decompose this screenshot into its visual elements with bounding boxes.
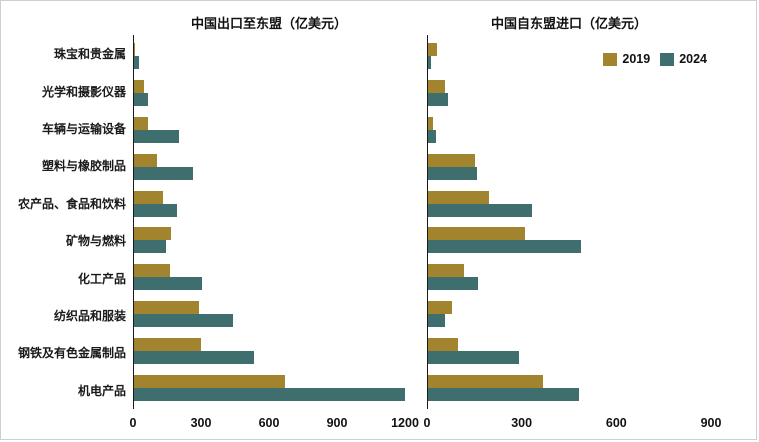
bar-2019: [428, 80, 446, 94]
category-row: [428, 112, 711, 149]
x-tick-label: 600: [258, 416, 280, 430]
x-tick-label: 300: [511, 416, 533, 430]
legend: 2019 2024: [601, 51, 709, 67]
category-row: [134, 38, 405, 75]
category-row: [134, 296, 405, 333]
legend-label: 2019: [622, 52, 651, 66]
panel-imports: 中国自东盟进口（亿美元） 2019 2024 0 300 600 900: [423, 9, 722, 437]
bar-2019: [428, 190, 490, 204]
bar-2019: [428, 43, 438, 57]
x-tick-label: 600: [605, 416, 627, 430]
category-row: [428, 222, 711, 259]
category-row: [134, 75, 405, 112]
category-row: [428, 148, 711, 185]
bar-2019: [134, 153, 157, 167]
bar-2024: [428, 240, 581, 254]
exports-plot: [133, 35, 405, 409]
category-row: [428, 75, 711, 112]
bar-2019: [134, 80, 145, 94]
imports-plot: 2019 2024: [427, 35, 711, 409]
imports-title: 中国自东盟进口（亿美元）: [490, 16, 647, 31]
category-row: [134, 222, 405, 259]
bar-2019: [428, 337, 458, 351]
bar-2024: [428, 129, 436, 143]
category-row: [428, 296, 711, 333]
x-tick-label: 900: [700, 416, 722, 430]
category-row: [428, 185, 711, 222]
category-row: [134, 369, 405, 406]
bar-2024: [428, 93, 449, 107]
bar-2024: [134, 166, 193, 180]
category-label: 机电产品: [77, 383, 126, 398]
category-label: 塑料与橡胶制品: [41, 159, 126, 174]
category-label: 化工产品: [77, 271, 126, 286]
category-row: [134, 259, 405, 296]
legend-swatch: [660, 52, 675, 66]
exports-title: 中国出口至东盟（亿美元）: [190, 16, 347, 31]
bar-2024: [134, 350, 254, 364]
category-row: [428, 369, 711, 406]
bar-2019: [134, 43, 136, 57]
category-row: [134, 148, 405, 185]
category-label: 矿物与燃料: [65, 234, 126, 249]
bar-2024: [428, 203, 532, 217]
x-tick-label: 0: [129, 416, 137, 430]
panel-exports: 中国出口至东盟（亿美元） 0 300 600 900 1200: [129, 9, 419, 437]
bar-2024: [428, 56, 432, 70]
bar-2019: [428, 264, 465, 278]
legend-swatch: [603, 52, 618, 66]
bar-2024: [134, 387, 405, 401]
category-labels: 珠宝和贵金属光学和摄影仪器 车辆与运输设备 塑料与橡胶制品农产品、食品和饮料矿物与燃…: [7, 9, 133, 437]
bar-2019: [134, 227, 172, 241]
bar-2019: [134, 116, 148, 130]
bar-2019: [134, 374, 286, 388]
x-tick-label: 0: [423, 416, 431, 430]
x-tick-label: 300: [190, 416, 212, 430]
bar-2024: [134, 93, 148, 107]
category-row: [134, 332, 405, 369]
bar-2019: [428, 153, 476, 167]
bar-2024: [134, 277, 202, 291]
category-row: [428, 332, 711, 369]
x-tick-label: 900: [326, 416, 348, 430]
category-label: 车辆与运输设备: [41, 122, 126, 137]
bar-2019: [428, 300, 452, 314]
bar-2024: [134, 129, 180, 143]
bar-2019: [428, 227, 526, 241]
bar-2024: [134, 240, 166, 254]
category-row: [428, 38, 711, 75]
bar-2019: [134, 190, 164, 204]
bar-2019: [134, 300, 200, 314]
bar-2024: [134, 313, 234, 327]
x-tick-label: 1200: [391, 416, 419, 430]
category-row: [134, 185, 405, 222]
bar-2024: [428, 387, 579, 401]
bar-2019: [428, 374, 543, 388]
category-label: 钢铁及有色金属制品: [17, 346, 126, 361]
category-label: 珠宝和贵金属: [53, 47, 126, 62]
bar-2019: [134, 337, 201, 351]
bar-2024: [428, 313, 446, 327]
bar-2024: [134, 203, 177, 217]
bar-2024: [428, 166, 477, 180]
category-label: 纺织品和服装: [53, 309, 126, 324]
category-row: [134, 112, 405, 149]
exports-x-axis: 0 300 600 900 1200: [129, 409, 419, 437]
category-row: [428, 259, 711, 296]
legend-item-2019: 2019: [603, 52, 650, 66]
bar-2019: [134, 264, 171, 278]
bar-2024: [428, 277, 479, 291]
legend-label: 2024: [679, 52, 707, 66]
category-label: 农产品、食品和饮料: [17, 196, 126, 211]
bar-2024: [428, 350, 520, 364]
category-label: 光学和摄影仪器: [41, 84, 126, 99]
bar-2024: [134, 56, 139, 70]
bar-2019: [428, 116, 433, 130]
legend-item-2024: 2024: [660, 52, 707, 66]
imports-x-axis: 0 300 600 900: [423, 409, 722, 437]
